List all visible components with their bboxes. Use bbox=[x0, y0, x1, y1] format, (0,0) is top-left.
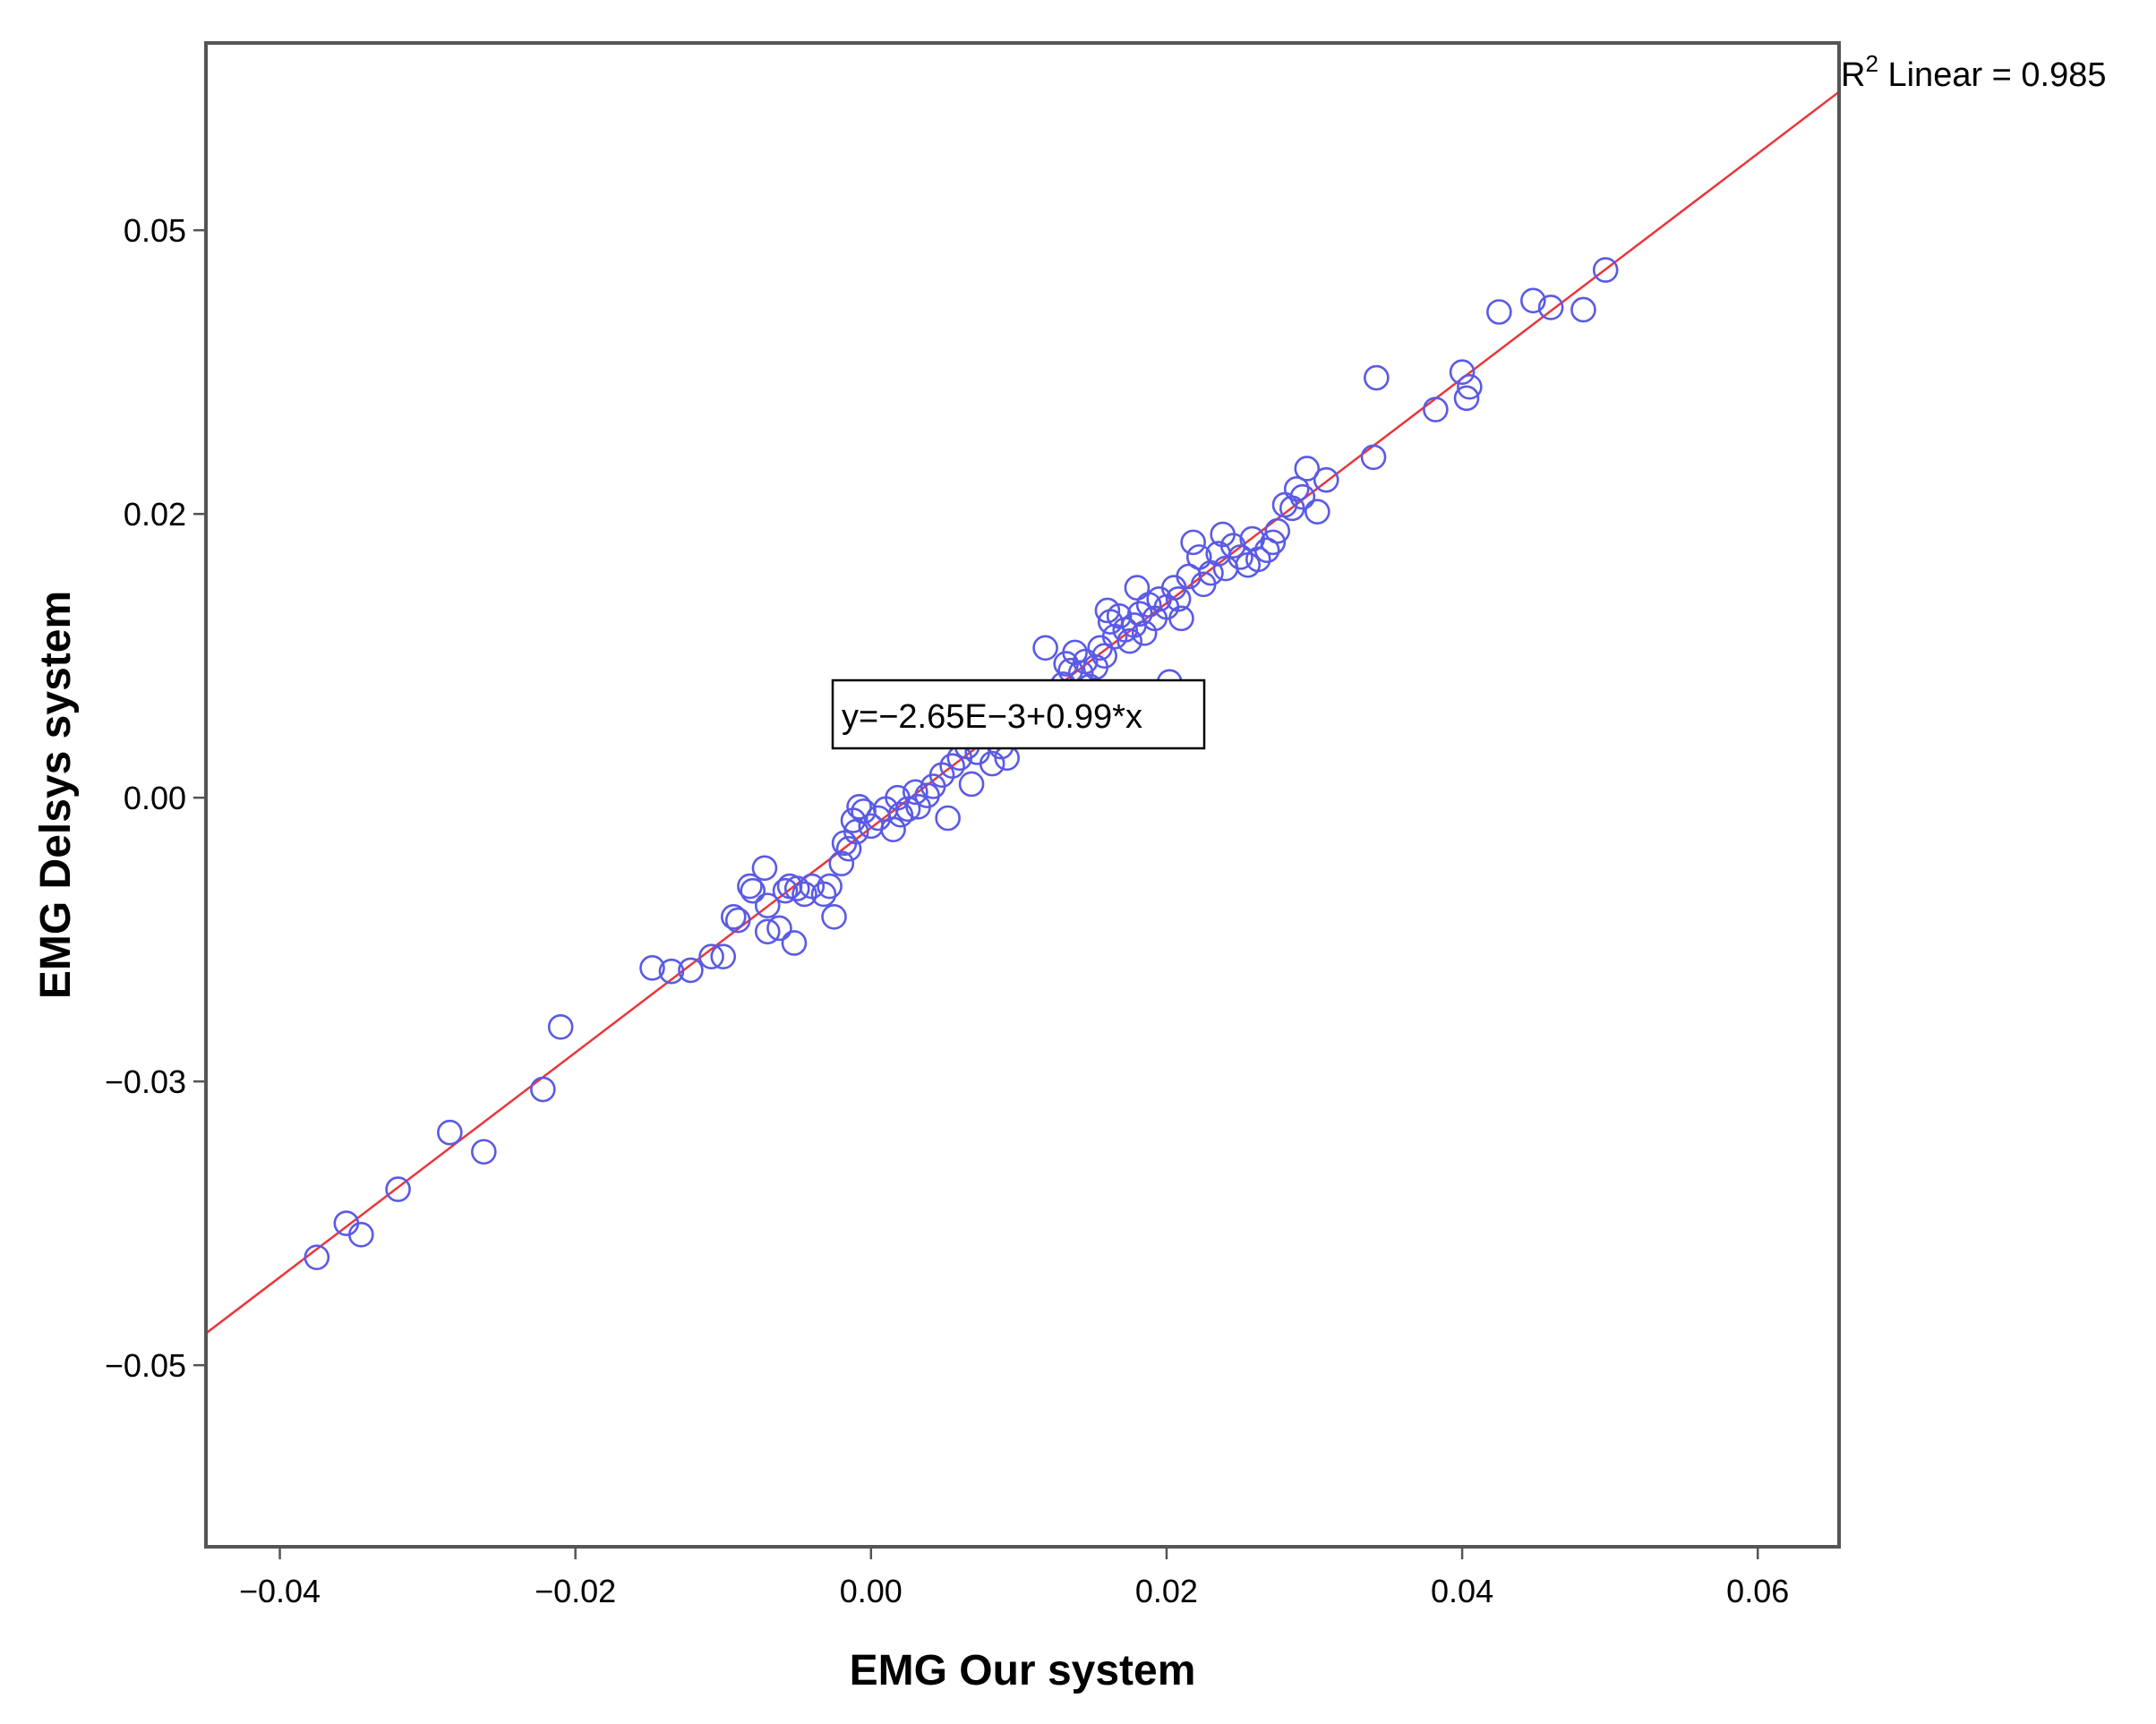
data-point bbox=[720, 904, 747, 930]
data-point bbox=[958, 771, 985, 798]
data-point bbox=[1245, 546, 1271, 573]
data-point bbox=[1537, 294, 1564, 320]
data-point bbox=[1592, 257, 1619, 283]
data-point bbox=[783, 875, 810, 901]
data-point bbox=[1126, 601, 1153, 627]
data-point bbox=[887, 801, 914, 828]
data-point bbox=[348, 1222, 374, 1248]
data-point bbox=[437, 1119, 463, 1146]
data-point bbox=[1453, 385, 1480, 412]
x-tick-label: 0.06 bbox=[1726, 1573, 1789, 1609]
y-tick-label: −0.03 bbox=[105, 1063, 186, 1100]
plot-frame bbox=[204, 41, 1841, 1549]
data-point bbox=[547, 1013, 574, 1040]
r-squared-label: R2 Linear = 0.985 bbox=[1841, 50, 2107, 94]
data-point bbox=[751, 855, 778, 882]
data-point bbox=[1032, 635, 1058, 661]
data-point bbox=[658, 958, 685, 985]
x-tick-label: 0.00 bbox=[840, 1573, 903, 1609]
data-point bbox=[1360, 444, 1387, 471]
y-tick-label: 0.00 bbox=[124, 780, 186, 816]
data-point bbox=[754, 892, 781, 918]
y-axis-title: EMG Delsys system bbox=[32, 591, 80, 999]
data-point bbox=[791, 881, 817, 908]
data-point bbox=[639, 955, 665, 981]
y-axis: −0.05 −0.03 0.00 0.02 0.05 bbox=[105, 212, 206, 1384]
data-point bbox=[766, 915, 792, 942]
data-point bbox=[385, 1176, 411, 1202]
data-point bbox=[740, 877, 766, 904]
x-axis-title: EMG Our system bbox=[850, 1647, 1196, 1694]
data-point bbox=[1094, 597, 1121, 624]
data-point bbox=[1106, 603, 1133, 629]
data-point bbox=[304, 1244, 330, 1270]
data-point bbox=[471, 1139, 497, 1165]
x-tick-label: 0.02 bbox=[1135, 1573, 1198, 1609]
data-point bbox=[1423, 397, 1449, 422]
data-point bbox=[1180, 529, 1206, 556]
x-tick-label: 0.04 bbox=[1431, 1573, 1493, 1609]
data-point bbox=[1457, 373, 1483, 400]
data-point bbox=[530, 1076, 556, 1103]
data-point bbox=[1294, 456, 1321, 482]
data-point bbox=[710, 943, 737, 969]
data-point bbox=[1313, 466, 1339, 493]
data-point bbox=[828, 850, 855, 877]
data-point bbox=[724, 907, 751, 934]
data-point bbox=[781, 930, 808, 956]
data-point bbox=[1165, 585, 1192, 612]
data-point bbox=[1283, 475, 1310, 502]
data-point bbox=[1253, 537, 1280, 564]
data-point bbox=[1228, 544, 1253, 570]
data-point bbox=[903, 779, 928, 806]
data-point bbox=[678, 957, 704, 984]
x-tick-label: −0.02 bbox=[535, 1573, 616, 1609]
data-point bbox=[1264, 517, 1291, 544]
data-point bbox=[894, 796, 921, 823]
data-point bbox=[835, 835, 862, 862]
data-point bbox=[1449, 359, 1476, 385]
y-tick-label: 0.05 bbox=[124, 212, 186, 249]
y-tick-label: 0.02 bbox=[124, 496, 186, 533]
data-point bbox=[698, 943, 724, 969]
data-point bbox=[1260, 529, 1287, 556]
data-point bbox=[754, 918, 781, 945]
x-axis: −0.04 −0.02 0.00 0.02 0.04 0.06 bbox=[239, 1547, 1789, 1609]
data-point bbox=[737, 873, 763, 900]
data-point bbox=[979, 750, 1005, 777]
data-point bbox=[1168, 605, 1194, 632]
data-point bbox=[1520, 287, 1546, 314]
data-point bbox=[939, 753, 965, 779]
equation-annotation: y=−2.65E−3+0.99*x bbox=[831, 679, 1206, 750]
data-point bbox=[1289, 483, 1316, 510]
data-point bbox=[1570, 296, 1596, 323]
y-tick-label: −0.05 bbox=[105, 1347, 186, 1384]
data-point bbox=[810, 881, 837, 908]
data-point bbox=[880, 816, 906, 842]
equation-box bbox=[831, 679, 1206, 750]
data-point bbox=[817, 873, 843, 900]
data-point bbox=[846, 794, 872, 820]
data-point bbox=[935, 805, 961, 832]
data-point bbox=[1364, 364, 1390, 391]
data-point bbox=[1486, 299, 1512, 325]
equation-label: y=−2.65E−3+0.99*x bbox=[842, 698, 1142, 736]
data-point bbox=[821, 904, 847, 930]
data-point bbox=[1124, 575, 1151, 601]
data-point bbox=[772, 877, 799, 904]
data-point bbox=[1091, 643, 1117, 669]
data-point bbox=[1305, 499, 1330, 525]
data-point bbox=[1116, 627, 1142, 654]
x-tick-label: −0.04 bbox=[239, 1573, 321, 1609]
